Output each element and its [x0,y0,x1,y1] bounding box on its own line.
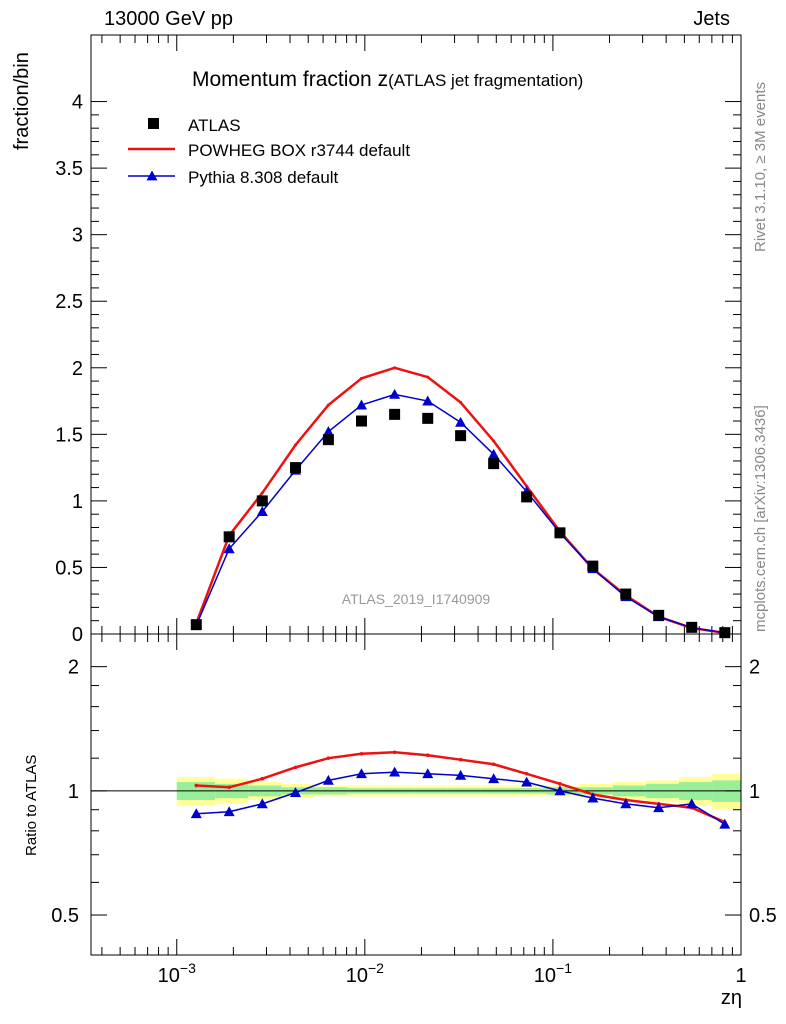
powheg-point [294,443,298,447]
ratio-pythia-point [587,792,599,803]
atlas-point [686,621,698,633]
legend-pythia-label: Pythia 8.308 default [188,168,339,187]
ratio-pythia-point [356,768,368,779]
ratio-y-tick-label-left: 2 [68,657,79,679]
x-tick-label: 10−3 [158,960,196,987]
x-tick-label: 1 [735,965,746,987]
powheg-point [492,439,496,443]
y-tick-label: 0 [72,624,83,646]
ratio-pythia-point [686,798,698,809]
ratio-powheg-point [491,762,496,767]
x-tick-label: 10−1 [534,960,572,987]
atlas-point [587,560,599,572]
pythia-point [488,448,500,459]
ratio-y-tick-label-left: 0.5 [51,905,79,927]
ratio-pythia-point [322,774,334,785]
ratio-pythia-point [422,768,434,779]
ratio-powheg-point [359,751,364,756]
y-tick-label: 1 [72,491,83,513]
atlas-point [719,627,731,639]
pythia-point [256,506,268,516]
ratio-pythia-point [190,808,202,819]
y-tick-label: 3 [72,225,83,247]
ratio-y-tick-label-right: 1 [749,781,760,803]
atlas-point [521,491,533,503]
ratio-powheg-point [425,753,430,758]
ratio-pythia-point [620,798,632,809]
main-panel: 0 0.5 1 1.5 2 2.5 3 3.5 4 ATLAS POWHEG BOX r3744 d… [55,34,742,646]
ratio-pythia-point [554,785,566,796]
atlas-point [653,609,665,621]
legend-atlas-marker [148,118,159,129]
ratio-powheg-point [524,771,529,776]
ratio-pythia-point [389,766,401,777]
pythia-point [356,399,368,410]
ratio-y-tick-label-left: 1 [68,781,79,803]
atlas-point [389,408,401,420]
ratio-pythia-point [488,773,500,784]
ratio-powheg-point [227,785,231,790]
atlas-point [256,495,268,507]
ratio-powheg-point [392,750,397,755]
ratio-pythia-point [455,769,467,780]
ratio-pythia-point [521,776,533,787]
ratio-powheg-point [558,782,562,786]
ratio-powheg-point [326,756,331,760]
powheg-point [393,366,397,370]
atlas-point [620,588,632,600]
y-tick-label: 2 [72,358,83,380]
powheg-point [459,400,463,404]
powheg-point [260,491,264,495]
atlas-point [455,430,467,442]
ratio-panel: 0.5 0.5 1 1 2 2 10−3 10−2 10−1 1 [51,633,777,987]
ratio-powheg-point [194,783,199,788]
atlas-point [488,458,500,470]
y-tick-label: 2.5 [55,291,83,313]
ratio-ylabel: Ratio to ATLAS [23,755,40,856]
ratio-powheg-point [458,757,463,762]
ratio-y-tick-label-right: 2 [749,657,760,679]
x-tick-label: 10−2 [346,960,384,987]
atlas-point [422,412,434,424]
pythia-point [422,395,434,406]
legend-pythia-marker [146,170,158,181]
pythia-point [223,543,235,554]
pythia-point [455,416,467,427]
x-axis-label: zη [721,987,742,1009]
ratio-pythia-point [653,802,665,813]
legend-powheg-label: POWHEG BOX r3744 default [188,141,410,160]
ratio-pythia-point [223,806,235,817]
ratio-pythia-point [719,818,731,829]
ratio-powheg-point [260,776,265,781]
atlas-point [554,527,566,539]
powheg-point [326,403,330,407]
ratio-powheg-point [293,765,298,770]
y-tick-label: 1.5 [55,424,83,446]
atlas-point [322,434,334,446]
atlas-point [290,462,302,474]
powheg-point [426,375,430,379]
atlas-point [190,619,202,631]
y-tick-label: 3.5 [55,158,83,180]
atlas-point [356,415,368,427]
y-tick-label: 0.5 [55,557,83,579]
ratio-pythia-point [256,798,268,809]
pythia-point [389,388,401,399]
main-ylabel: fraction/bin [11,52,33,150]
powheg-point [360,376,364,380]
chart-title-main: Momentum fraction z [192,68,388,91]
ratio-frame [90,633,742,956]
legend-atlas-label: ATLAS [188,116,241,135]
analysis-watermark: ATLAS_2019_I1740909 [342,591,491,607]
chart-title-suffix: (ATLAS jet fragmentation) [388,71,583,90]
header-category-label: Jets [693,8,730,30]
ratio-y-tick-label-right: 0.5 [749,905,777,927]
chart-title: Momentum fraction z(ATLAS jet fragmentat… [192,68,583,91]
y-tick-label: 4 [72,92,83,114]
ratio-pythia-point [290,787,302,798]
header-process-label: 13000 GeV pp [104,8,233,30]
pythia-point [322,426,334,437]
atlas-point [223,531,235,543]
